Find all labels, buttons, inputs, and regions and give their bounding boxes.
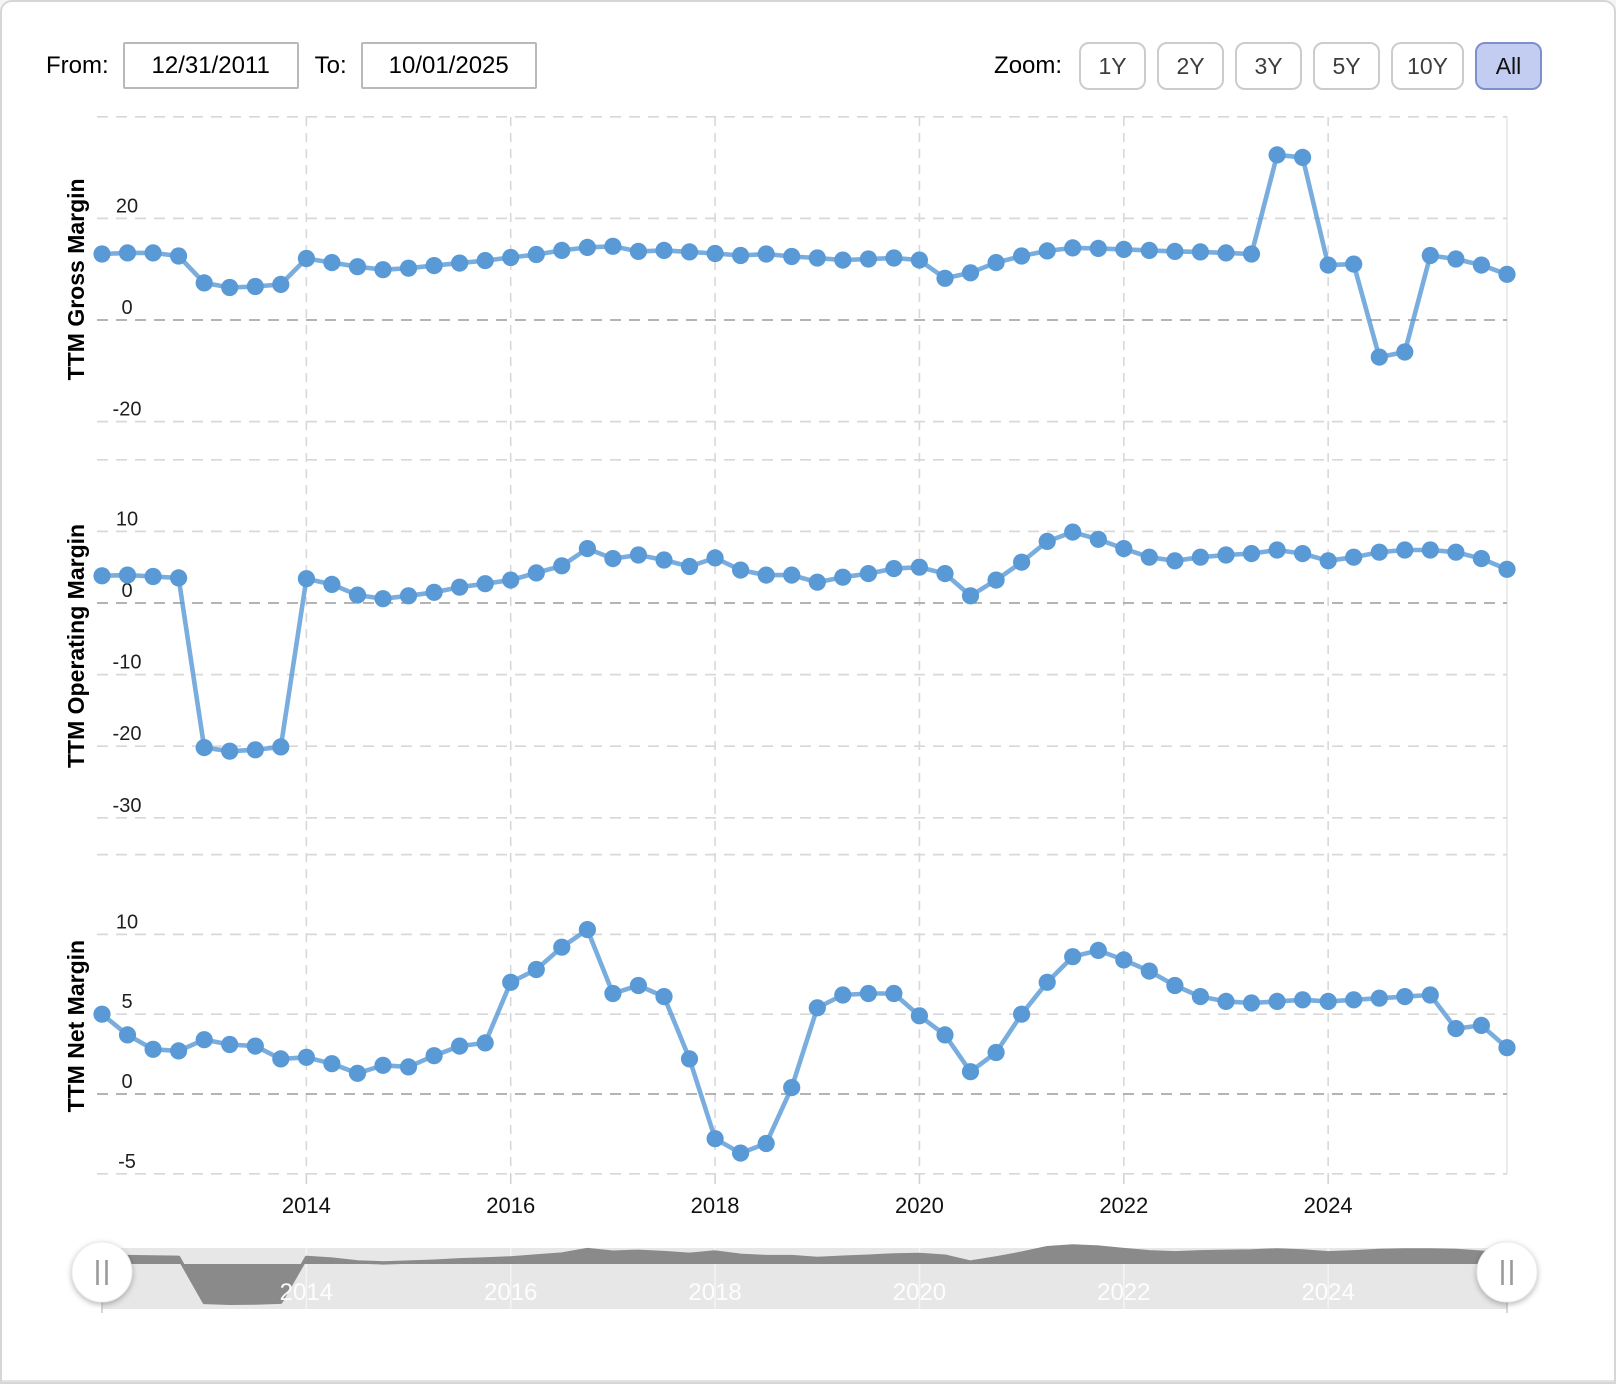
y-tick-label: -30 <box>113 795 142 817</box>
zoom-1y-button[interactable]: 1Y <box>1079 42 1147 90</box>
svg-text:2024: 2024 <box>1304 1193 1353 1218</box>
series-points[interactable] <box>93 146 1516 366</box>
chart-ttm-gross-margin: 20 0 -20 TTM Gross Margin <box>63 115 1516 423</box>
y-tick-label: 0 <box>121 297 132 319</box>
chart-controls-header: From: To: Zoom: 1Y 2Y 3Y 5Y 10Y All <box>2 2 1614 114</box>
chart-ttm-net-margin: 10 5 0 -5 TTM Net Margin <box>63 853 1516 1175</box>
navigator-left-handle[interactable] <box>71 1241 133 1313</box>
zoom-10y-button[interactable]: 10Y <box>1391 42 1464 90</box>
svg-text:2016: 2016 <box>486 1193 535 1218</box>
date-range-controls: From: To: <box>46 42 537 89</box>
navigator-year-label: 2016 <box>484 1279 537 1306</box>
navigator-year-label: 2024 <box>1301 1279 1354 1306</box>
svg-text:2022: 2022 <box>1099 1193 1148 1218</box>
y-tick-label: 10 <box>116 911 138 933</box>
y-tick-label: 20 <box>116 195 138 217</box>
svg-text:2018: 2018 <box>691 1193 740 1218</box>
zoom-controls: Zoom: 1Y 2Y 3Y 5Y 10Y All <box>994 42 1542 90</box>
from-label: From: <box>46 51 109 79</box>
y-tick-label: 0 <box>121 580 132 602</box>
y-axis-title: TTM Operating Margin <box>63 524 89 768</box>
to-date-input[interactable] <box>360 42 537 89</box>
navigator[interactable]: 2014 2016 2018 2020 2022 2024 <box>101 1244 1508 1309</box>
x-axis-labels: 2014 2016 2018 2020 2022 2024 <box>282 1174 1353 1218</box>
bottom-divider <box>2 1380 1614 1382</box>
svg-text:2014: 2014 <box>282 1193 331 1218</box>
zoom-3y-button[interactable]: 3Y <box>1235 42 1303 90</box>
series-line <box>99 927 1510 1156</box>
y-tick-label: 10 <box>116 508 138 530</box>
navigator-year-label: 2014 <box>280 1279 333 1306</box>
series-points[interactable] <box>93 921 1516 1162</box>
x-gridlines <box>305 117 1329 1174</box>
navigator-year-label: 2018 <box>688 1279 741 1306</box>
zoom-label: Zoom: <box>994 52 1063 79</box>
y-tick-label: -5 <box>118 1151 136 1173</box>
y-tick-label: 5 <box>121 991 132 1013</box>
y-tick-label: 0 <box>121 1071 132 1093</box>
to-label: To: <box>314 51 347 79</box>
svg-text:2020: 2020 <box>895 1193 944 1218</box>
zoom-all-button[interactable]: All <box>1475 42 1542 90</box>
y-tick-label: -20 <box>113 399 142 421</box>
y-axis-title: TTM Net Margin <box>63 940 89 1113</box>
y-tick-label: -10 <box>113 652 142 674</box>
y-axis-title: TTM Gross Margin <box>63 178 89 380</box>
zoom-5y-button[interactable]: 5Y <box>1313 42 1381 90</box>
navigator-series-line <box>101 1244 1508 1306</box>
series-points[interactable] <box>93 523 1516 760</box>
series-line <box>99 529 1510 754</box>
navigator-year-label: 2020 <box>893 1279 946 1306</box>
chart-ttm-operating-margin: 10 0 -10 -20 -30 TTM Operating Margin <box>63 458 1516 819</box>
y-tick-label: -20 <box>113 723 142 745</box>
from-date-input[interactable] <box>122 42 299 89</box>
zoom-2y-button[interactable]: 2Y <box>1157 42 1225 90</box>
navigator-year-label: 2022 <box>1097 1279 1150 1306</box>
navigator-right-handle[interactable] <box>1476 1241 1538 1313</box>
